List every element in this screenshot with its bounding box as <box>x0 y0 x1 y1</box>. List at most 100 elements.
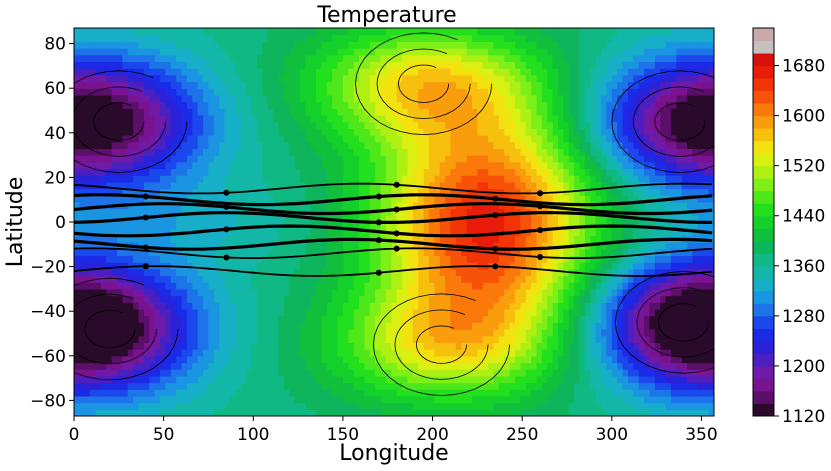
heatmap-cell <box>418 155 425 163</box>
heatmap-cell <box>423 369 430 377</box>
heatmap-cell <box>240 295 247 303</box>
heatmap-cell <box>450 369 457 377</box>
heatmap-cell <box>326 409 333 416</box>
heatmap-cell <box>423 255 430 263</box>
heatmap-cell <box>160 329 167 337</box>
heatmap-cell <box>332 94 339 103</box>
heatmap-cell <box>127 188 134 196</box>
heatmap-cell <box>439 81 446 89</box>
heatmap-cell <box>396 248 403 257</box>
heatmap-cell <box>251 255 258 263</box>
heatmap-cell <box>445 322 452 330</box>
heatmap-cell <box>509 409 516 416</box>
heatmap-cell <box>316 128 322 136</box>
heatmap-cell <box>272 315 279 323</box>
heatmap-cell <box>149 222 156 230</box>
heatmap-cell <box>525 54 532 63</box>
heatmap-cell <box>246 128 253 136</box>
heatmap-cell <box>359 295 366 303</box>
heatmap-cell <box>450 362 457 370</box>
heatmap-cell <box>278 215 285 223</box>
heatmap-cell <box>348 161 355 170</box>
heatmap-cell <box>520 161 527 170</box>
heatmap-cell <box>407 235 414 243</box>
heatmap-cell <box>385 28 392 36</box>
heatmap-cell <box>106 228 113 236</box>
heatmap-cell <box>439 402 446 410</box>
heatmap-cell <box>326 81 333 89</box>
heatmap-cell <box>192 108 199 116</box>
heatmap-cell <box>294 81 301 89</box>
heatmap-cell <box>434 54 441 63</box>
heatmap-cell <box>380 215 387 223</box>
heatmap-cell <box>498 74 505 83</box>
heatmap-cell <box>170 335 177 344</box>
heatmap-cell <box>240 48 247 56</box>
heatmap-cell <box>294 168 301 176</box>
heatmap-cell <box>251 282 258 290</box>
heatmap-cell <box>74 288 80 297</box>
heatmap-cell <box>493 308 500 317</box>
heatmap-cell <box>310 329 317 337</box>
heatmap-cell <box>90 88 97 96</box>
heatmap-cell <box>208 242 215 250</box>
heatmap-cell <box>493 395 500 404</box>
heatmap-cell <box>272 288 279 297</box>
heatmap-cell <box>423 349 430 357</box>
heatmap-cell <box>192 28 199 36</box>
heatmap-cell <box>289 409 296 416</box>
heatmap-cell <box>246 148 253 156</box>
heatmap-cell <box>149 128 156 136</box>
heatmap-cell <box>197 395 204 404</box>
heatmap-cell <box>289 362 296 370</box>
heatmap-cell <box>375 201 382 210</box>
heatmap-cell <box>525 161 532 170</box>
heatmap-cell <box>471 362 478 370</box>
heatmap-cell <box>407 262 414 270</box>
heatmap-cell <box>294 362 301 370</box>
heatmap-cell <box>412 262 419 270</box>
heatmap-cell <box>90 262 97 270</box>
heatmap-cell <box>359 255 366 263</box>
heatmap-cell <box>283 228 290 236</box>
heatmap-cell <box>160 308 167 317</box>
heatmap-cell <box>235 288 242 297</box>
heatmap-cell <box>111 88 118 96</box>
heatmap-cell <box>138 54 145 63</box>
heatmap-cell <box>100 255 107 263</box>
heatmap-cell <box>509 342 516 350</box>
heatmap-cell <box>407 222 414 230</box>
heatmap-cell <box>310 242 317 250</box>
heatmap-cell <box>445 94 452 103</box>
heatmap-cell <box>353 355 360 364</box>
heatmap-cell <box>294 114 301 123</box>
heatmap-cell <box>246 382 253 390</box>
heatmap-cell <box>525 175 532 183</box>
heatmap-cell <box>498 362 505 370</box>
heatmap-cell <box>299 402 306 410</box>
heatmap-cell <box>310 161 317 170</box>
heatmap-cell <box>434 402 441 410</box>
heatmap-cell <box>294 355 301 364</box>
heatmap-cell <box>353 54 360 63</box>
heatmap-cell <box>450 409 457 416</box>
heatmap-cell <box>117 295 124 303</box>
heatmap-cell <box>127 161 134 170</box>
heatmap-cell <box>143 342 150 350</box>
heatmap-cell <box>170 355 177 364</box>
heatmap-cell <box>531 121 538 129</box>
heatmap-cell <box>235 41 242 49</box>
heatmap-cell <box>509 255 516 263</box>
heatmap-cell <box>310 195 317 203</box>
heatmap-cell <box>74 382 80 390</box>
heatmap-cell <box>418 68 425 76</box>
heatmap-cell <box>407 288 414 297</box>
heatmap-cell <box>466 168 473 176</box>
heatmap-cell <box>412 395 419 404</box>
heatmap-cell <box>375 302 382 310</box>
heatmap-cell <box>305 41 312 49</box>
heatmap-cell <box>353 282 360 290</box>
heatmap-cell <box>531 101 538 109</box>
heatmap-cell <box>445 88 452 96</box>
heatmap-cell <box>466 288 473 297</box>
